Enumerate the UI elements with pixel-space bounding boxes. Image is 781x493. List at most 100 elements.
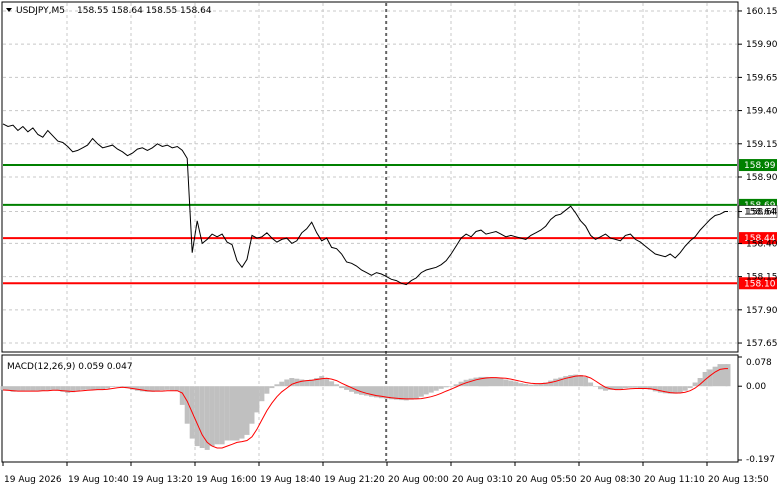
- level-price-label: 158.10: [744, 279, 776, 289]
- macd-bar: [274, 384, 280, 387]
- macd-bar: [169, 386, 175, 391]
- macd-bar: [488, 377, 494, 387]
- macd-bar: [324, 378, 330, 387]
- price-tick-label: 159.65: [746, 73, 778, 83]
- level-price-tag: [739, 159, 777, 172]
- macd-bar: [603, 386, 608, 391]
- macd-bar: [398, 386, 404, 401]
- macd-bar: [478, 376, 484, 387]
- macd-bar: [672, 386, 678, 394]
- macd-bar: [568, 375, 574, 387]
- macd-bar: [677, 386, 683, 393]
- macd-bar: [662, 386, 668, 394]
- macd-bar: [194, 386, 200, 447]
- macd-bar: [174, 386, 180, 392]
- macd-bar: [10, 386, 16, 392]
- macd-bar: [214, 386, 220, 445]
- macd-bar: [717, 364, 723, 387]
- macd-bar: [120, 386, 125, 387]
- macd-bar: [627, 386, 633, 388]
- macd-bar: [125, 386, 130, 389]
- macd-bar: [154, 386, 160, 392]
- time-tick-label: 20 Aug 05:50: [516, 475, 577, 485]
- macd-bar: [289, 378, 295, 387]
- macd-bar: [553, 378, 559, 387]
- macd-bar: [70, 386, 76, 393]
- macd-bar: [637, 386, 643, 389]
- macd-bar: [344, 386, 350, 390]
- macd-bar: [319, 376, 325, 387]
- macd-bar: [105, 386, 111, 389]
- price-tick-label: 159.15: [746, 140, 778, 150]
- macd-bar: [513, 381, 519, 387]
- macd-bar: [702, 372, 708, 387]
- macd-bar: [393, 386, 399, 400]
- macd-bar: [259, 386, 265, 402]
- macd-bar: [159, 386, 165, 391]
- macd-bar: [578, 375, 584, 387]
- macd-bar: [254, 386, 260, 413]
- macd-bar: [528, 384, 534, 387]
- time-tick-label: 20 Aug 11:10: [644, 475, 705, 485]
- macd-tick-label: 0.078: [746, 358, 772, 368]
- macd-bar: [598, 386, 603, 390]
- macd-bar: [30, 386, 36, 392]
- macd-bar: [428, 386, 434, 393]
- triangle-down-icon[interactable]: [6, 8, 12, 12]
- time-tick-label: 19 Aug 21:20: [324, 475, 385, 485]
- level-price-tag: [739, 232, 777, 245]
- macd-bar: [279, 381, 285, 387]
- macd-bar: [388, 386, 394, 400]
- macd-panel[interactable]: [1, 354, 739, 463]
- price-tick-label: 158.64: [746, 208, 778, 218]
- macd-bar: [538, 383, 544, 387]
- macd-bar: [359, 386, 364, 395]
- macd-bar: [179, 386, 185, 405]
- macd-bar: [523, 384, 529, 387]
- macd-bar: [543, 382, 549, 387]
- macd-bar: [95, 386, 101, 390]
- price-tick-label: 158.40: [746, 239, 778, 249]
- macd-bar: [110, 386, 115, 387]
- macd-bar: [413, 386, 419, 399]
- macd-tick-label: -0.197: [746, 455, 775, 465]
- macd-bar: [309, 379, 315, 387]
- price-grid: [3, 3, 737, 351]
- macd-bar: [378, 386, 384, 399]
- time-tick-label: 19 Aug 2026: [4, 475, 62, 485]
- macd-bar: [269, 386, 275, 389]
- time-tick-label: 19 Aug 10:40: [68, 475, 129, 485]
- time-tick-label: 19 Aug 13:20: [132, 475, 193, 485]
- macd-signal-line: [2, 368, 728, 449]
- level-price-tag: [739, 277, 777, 290]
- macd-title: MACD(12,26,9) 0.059 0.047: [7, 362, 133, 372]
- macd-bar: [25, 386, 31, 391]
- price-tick-label: 158.15: [746, 273, 778, 283]
- macd-bar: [35, 386, 41, 391]
- macd-bar: [632, 386, 638, 388]
- macd-bar: [563, 376, 569, 387]
- time-tick-label: 20 Aug 03:10: [452, 475, 513, 485]
- price-line: [2, 123, 728, 286]
- macd-bar: [224, 386, 230, 441]
- macd-bar: [608, 386, 613, 390]
- macd-bar: [448, 386, 454, 387]
- macd-bar: [473, 377, 479, 387]
- price-tick-label: 157.65: [746, 339, 778, 349]
- macd-bar: [339, 386, 345, 389]
- macd-bar: [647, 386, 653, 390]
- macd-bar: [722, 364, 728, 387]
- macd-bar: [682, 386, 688, 391]
- macd-bar: [139, 386, 145, 392]
- macd-bar: [369, 386, 374, 397]
- macd-bar: [85, 386, 91, 390]
- macd-bar: [483, 376, 489, 387]
- macd-bar: [558, 377, 564, 387]
- macd-bar: [403, 386, 409, 401]
- macd-bar: [712, 366, 718, 387]
- macd-bar: [458, 381, 464, 387]
- symbol-label: USDJPY,M5: [16, 6, 65, 16]
